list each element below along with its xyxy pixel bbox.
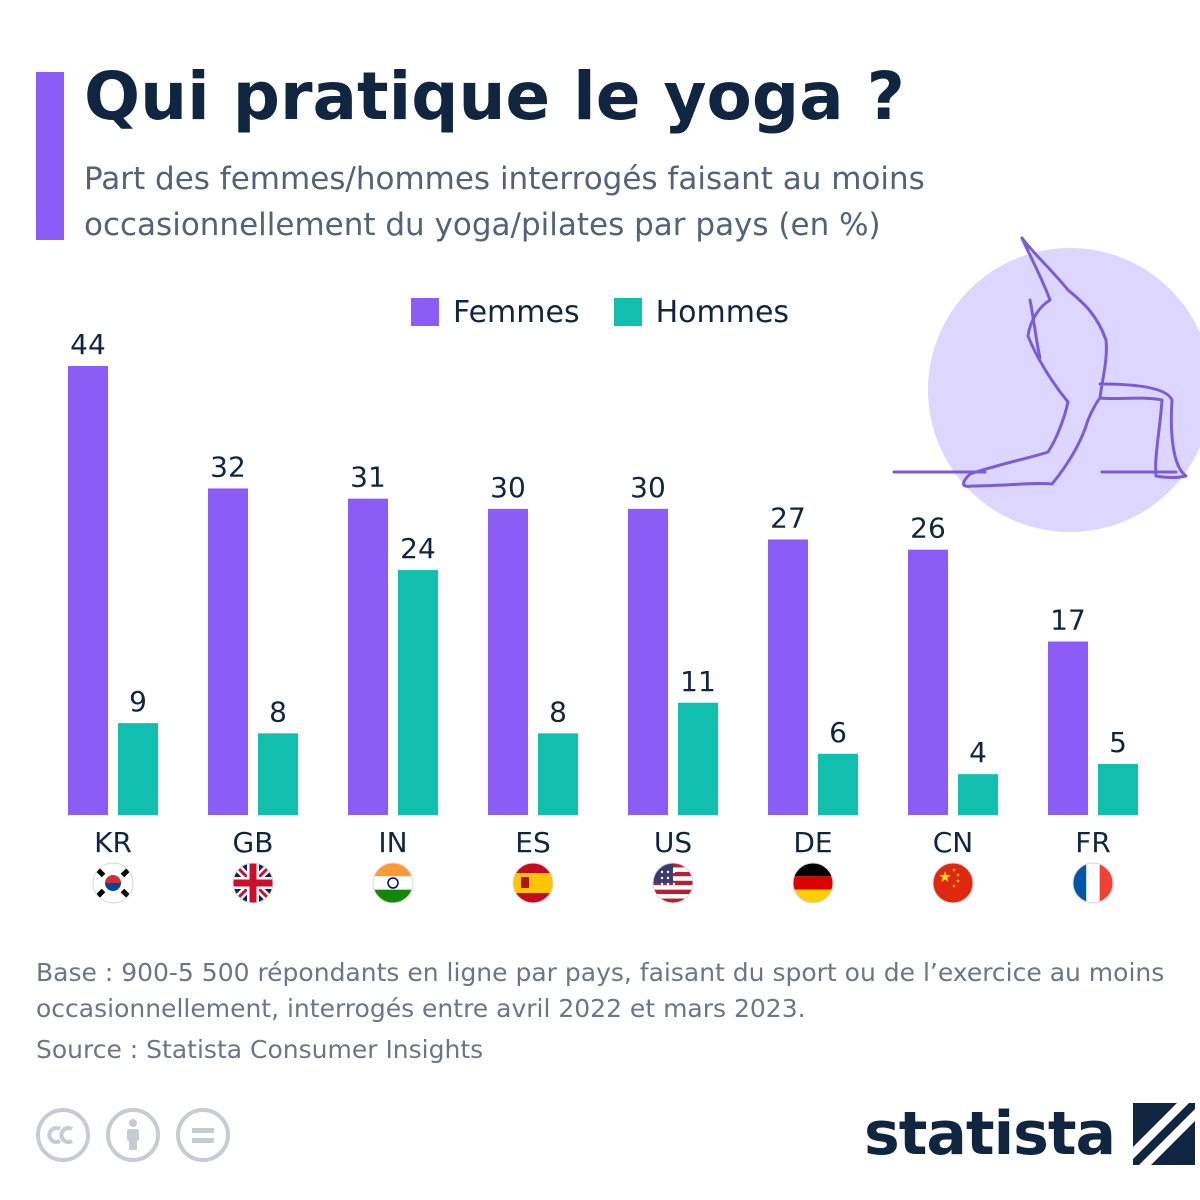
in-flag-icon	[372, 862, 414, 904]
tick-label-in: IN	[378, 826, 407, 859]
data-label-hommes-in: 24	[400, 532, 436, 565]
tick-label-de: DE	[793, 826, 832, 859]
brand-name: statista	[864, 1099, 1116, 1169]
us-flag-icon	[652, 862, 694, 904]
statista-logo-icon	[1133, 1103, 1196, 1165]
data-label-femmes-es: 30	[490, 471, 526, 504]
accent-bar	[36, 72, 64, 240]
data-label-hommes-es: 8	[549, 695, 567, 728]
bar-hommes-es	[538, 733, 578, 815]
tick-label-fr: FR	[1075, 826, 1111, 859]
de-flag-icon	[792, 862, 834, 904]
data-label-femmes-cn: 26	[910, 512, 946, 545]
bar-femmes-cn	[908, 549, 948, 815]
bar-hommes-kr	[118, 723, 158, 815]
data-label-femmes-de: 27	[770, 501, 806, 534]
legend: Femmes Hommes	[0, 290, 1200, 334]
legend-label-femmes: Femmes	[452, 294, 580, 330]
data-label-hommes-us: 11	[680, 665, 716, 698]
bar-femmes-fr	[1048, 641, 1088, 815]
bar-hommes-fr	[1098, 763, 1138, 815]
tick-label-es: ES	[515, 826, 550, 859]
bar-hommes-de	[818, 753, 858, 815]
legend-entry-femmes: Femmes	[410, 294, 580, 330]
data-label-femmes-kr: 44	[70, 328, 106, 361]
bar-hommes-cn	[958, 774, 998, 815]
data-label-hommes-de: 6	[829, 716, 847, 749]
fr-flag-icon	[1072, 862, 1114, 904]
bar-hommes-us	[678, 702, 718, 815]
es-flag-icon	[512, 862, 554, 904]
legend-swatch-femmes	[410, 298, 439, 326]
tick-label-us: US	[654, 826, 692, 859]
license-icons	[36, 1108, 230, 1162]
footnote: Base : 900-5 500 répondants en ligne par…	[36, 958, 1165, 1023]
data-label-hommes-fr: 5	[1109, 726, 1127, 759]
no-derivatives-icon[interactable]	[176, 1108, 230, 1162]
data-label-femmes-fr: 17	[1050, 604, 1086, 637]
bar-femmes-gb	[208, 488, 248, 815]
bar-hommes-in	[398, 570, 438, 815]
legend-label-hommes: Hommes	[655, 294, 790, 330]
gb-flag-icon	[232, 862, 274, 904]
cn-flag-icon	[932, 862, 974, 904]
attribution-icon[interactable]	[106, 1108, 160, 1162]
legend-entry-hommes: Hommes	[613, 294, 790, 330]
bar-femmes-us	[628, 508, 668, 815]
chart-subtitle: Part des femmes/hommes interrogés faisan…	[84, 161, 925, 243]
data-label-femmes-in: 31	[350, 461, 386, 494]
kr-flag-icon	[92, 862, 134, 904]
data-label-femmes-gb: 32	[210, 450, 246, 483]
tick-label-cn: CN	[933, 826, 974, 859]
bar-hommes-gb	[258, 733, 298, 815]
tick-label-gb: GB	[233, 826, 274, 859]
source-line: Source : Statista Consumer Insights	[36, 1035, 484, 1064]
data-label-femmes-us: 30	[630, 471, 666, 504]
tick-label-kr: KR	[94, 826, 132, 859]
bar-femmes-in	[348, 498, 388, 815]
bar-femmes-de	[768, 539, 808, 815]
page-title: Qui pratique le yoga ?	[84, 58, 905, 135]
data-label-hommes-kr: 9	[129, 685, 147, 718]
cc-icon[interactable]	[36, 1108, 90, 1162]
bar-femmes-kr	[68, 366, 108, 815]
legend-swatch-hommes	[613, 298, 642, 326]
data-label-hommes-gb: 8	[269, 695, 287, 728]
brand[interactable]: statista	[864, 1094, 1196, 1174]
data-label-hommes-cn: 4	[969, 736, 987, 769]
bar-femmes-es	[488, 508, 528, 815]
